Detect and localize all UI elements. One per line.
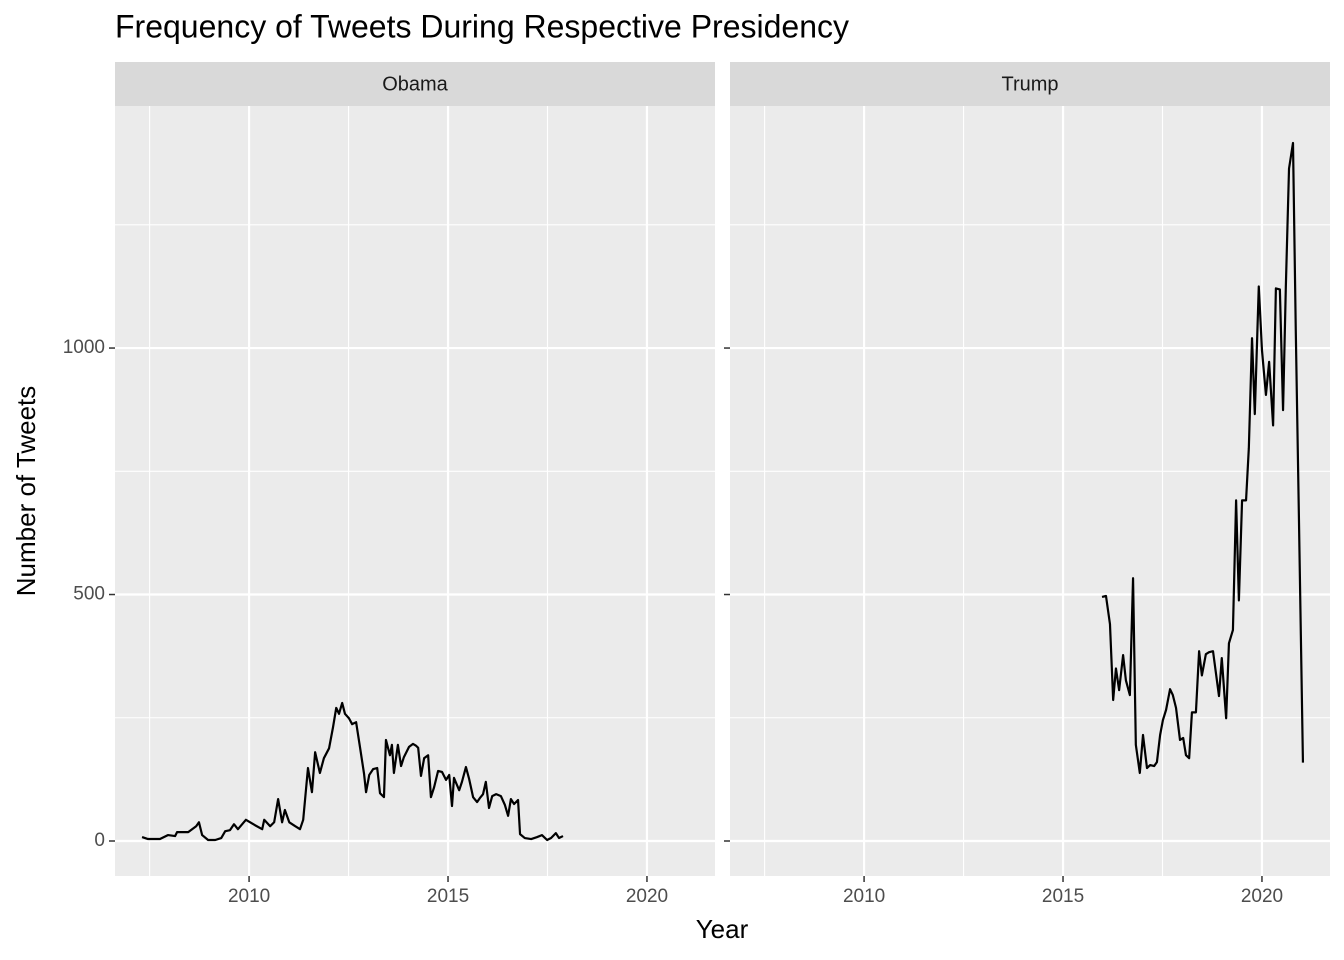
data-line — [141, 701, 564, 842]
y-tick-label: 1000 — [63, 337, 105, 358]
y-tick-label: 500 — [73, 584, 105, 605]
panel — [730, 106, 1330, 876]
data-line — [1101, 141, 1305, 775]
x-tick-label: 2015 — [1042, 886, 1084, 907]
facet-label: Obama — [382, 73, 448, 95]
x-tick-label: 2020 — [1241, 886, 1283, 907]
x-axis-label: Year — [696, 914, 749, 944]
x-tick-label: 2015 — [427, 886, 469, 907]
x-tick-label: 2020 — [626, 886, 668, 907]
x-tick-label: 2010 — [843, 886, 885, 907]
y-tick-label: 0 — [94, 830, 105, 851]
y-axis-label: Number of Tweets — [11, 386, 41, 597]
strip — [115, 62, 715, 106]
facet-label: Trump — [1001, 73, 1058, 95]
strip — [730, 62, 1330, 106]
panel — [115, 106, 715, 876]
chart-title: Frequency of Tweets During Respective Pr… — [115, 8, 849, 44]
x-tick-label: 2010 — [228, 886, 270, 907]
